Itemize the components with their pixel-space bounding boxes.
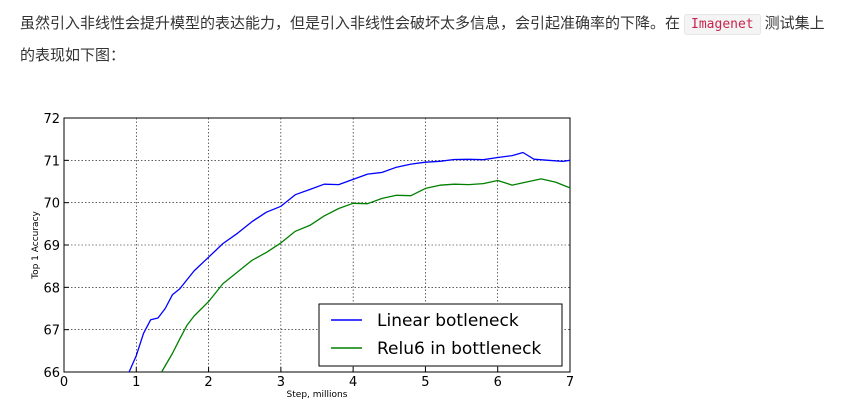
y-axis-label: Top 1 Accuracy <box>31 210 41 279</box>
y-tick-label: 70 <box>43 197 60 212</box>
x-tick-label: 5 <box>421 375 429 390</box>
grid-lines <box>64 118 570 372</box>
x-tick-label: 6 <box>494 375 502 390</box>
x-tick-label: 7 <box>566 375 574 390</box>
x-tick-label: 3 <box>277 375 285 390</box>
y-tick-label: 68 <box>43 281 60 296</box>
y-tick-label: 66 <box>43 366 60 381</box>
legend-box <box>318 303 563 367</box>
series-line-relu6 <box>161 178 571 373</box>
x-tick-label: 4 <box>349 375 357 390</box>
y-tick-label: 71 <box>43 154 60 169</box>
legend: Linear botleneck Relu6 in bottleneck <box>318 303 563 367</box>
y-tick-label: 67 <box>43 324 60 339</box>
legend-label-linear: Linear botleneck <box>377 311 519 331</box>
legend-label-relu6: Relu6 in bottleneck <box>377 339 541 359</box>
series-lines <box>128 151 571 373</box>
series-line-linear <box>128 151 571 373</box>
x-axis-label: Step, millions <box>287 390 348 400</box>
x-tick-label: 1 <box>132 375 140 390</box>
y-tick-label: 72 <box>43 112 60 127</box>
x-tick-label: 2 <box>204 375 212 390</box>
y-tick-label: 69 <box>43 239 60 254</box>
article-paragraph: 虽然引入非线性会提升模型的表达能力，但是引入非线性会破坏太多信息，会引起准确率的… <box>20 8 832 70</box>
x-tick-label: 0 <box>60 375 68 390</box>
accuracy-figure: 0 1 2 3 4 5 6 7 66 67 68 69 70 71 72 Step, millions To… <box>0 100 600 406</box>
paragraph-text-end: 测试集上的表现如下图： <box>20 14 825 64</box>
inline-code: Imagenet <box>684 14 761 35</box>
paragraph-text-start: 虽然引入非线性会提升模型的表达能力，但是引入非线性会破坏太多信息，会引起准确率的… <box>20 14 681 32</box>
